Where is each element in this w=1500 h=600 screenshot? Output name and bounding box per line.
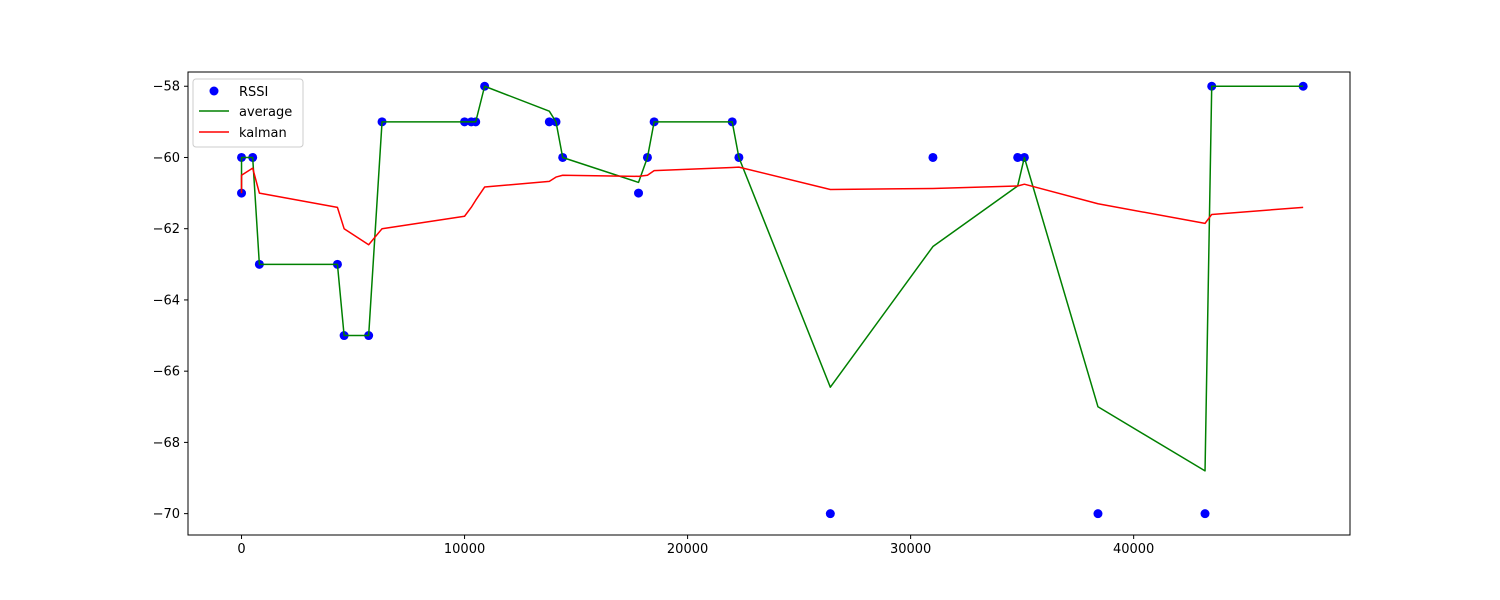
y-tick-label: −62: [153, 222, 180, 237]
legend-kalman-label: kalman: [239, 126, 287, 141]
plot-area: [188, 72, 1350, 535]
kalman-series-line: [240, 166, 1304, 246]
rssi-point: [1298, 81, 1308, 91]
y-tick-label: −58: [153, 80, 180, 95]
x-tick-label: 0: [237, 542, 245, 557]
y-tick-label: −60: [153, 151, 180, 166]
y-tick-label: −66: [153, 365, 180, 380]
rssi-point: [928, 152, 938, 162]
y-axis: −58 −60 −62 −64 −66 −68 −70: [153, 80, 188, 522]
axes-frame: [187, 71, 1351, 536]
rssi-point: [1013, 152, 1023, 162]
x-tick-label: 10000: [444, 542, 485, 557]
x-axis: 0 10000 20000 30000 40000: [237, 535, 1154, 557]
legend: RSSI average kalman: [192, 78, 304, 148]
rssi-point: [237, 188, 247, 198]
rssi-point: [544, 117, 554, 127]
series-layer: [237, 81, 1308, 519]
rssi-point: [1200, 509, 1210, 519]
legend-average-label: average: [239, 105, 292, 120]
average-series-line: [240, 85, 1304, 472]
y-tick-label: −64: [153, 293, 180, 308]
rssi-point: [825, 509, 835, 519]
x-tick-label: 30000: [890, 542, 931, 557]
y-tick-label: −70: [153, 507, 180, 522]
rssi-point: [634, 188, 644, 198]
rssi-point: [1093, 509, 1103, 519]
x-tick-label: 20000: [667, 542, 708, 557]
legend-rssi-label: RSSI: [239, 85, 268, 100]
y-tick-label: −68: [153, 436, 180, 451]
legend-box: [192, 78, 304, 148]
x-tick-label: 40000: [1113, 542, 1154, 557]
legend-rssi-marker: [209, 86, 219, 96]
